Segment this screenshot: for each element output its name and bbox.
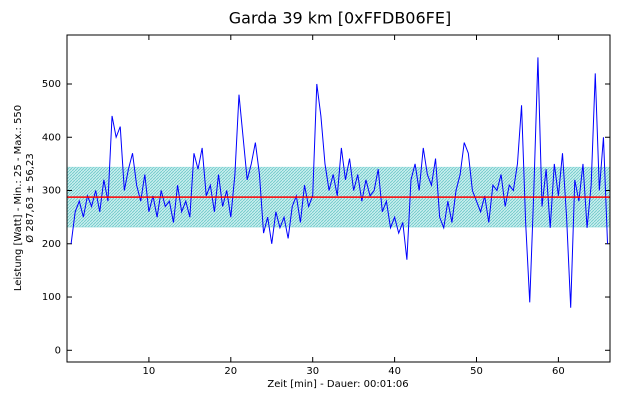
power-line <box>70 57 609 308</box>
x-axis-label: Zeit [min] - Dauer: 00:01:06 <box>267 379 408 390</box>
y-axis-label-stats: Ø 287,63 ± 56,23 <box>24 153 36 242</box>
x-tick-label: 40 <box>388 366 401 377</box>
y-axis-label: Leistung [Watt] - Min.: 25 - Max.: 550 <box>13 105 24 291</box>
y-tick-label: 200 <box>42 239 61 250</box>
y-tick-label: 100 <box>42 292 61 303</box>
y-tick-label: 500 <box>42 79 61 90</box>
x-tick-label: 10 <box>143 366 156 377</box>
y-tick-label: 400 <box>42 132 61 143</box>
y-tick-label: 0 <box>55 345 61 356</box>
x-tick-label: 50 <box>470 366 483 377</box>
plot-frame <box>66 34 611 363</box>
chart-title: Garda 39 km [0xFFDB06FE] <box>229 9 451 28</box>
x-tick-label: 30 <box>306 366 319 377</box>
x-tick-label: 60 <box>552 366 565 377</box>
y-tick-label: 300 <box>42 186 61 197</box>
x-tick-label: 20 <box>224 366 237 377</box>
